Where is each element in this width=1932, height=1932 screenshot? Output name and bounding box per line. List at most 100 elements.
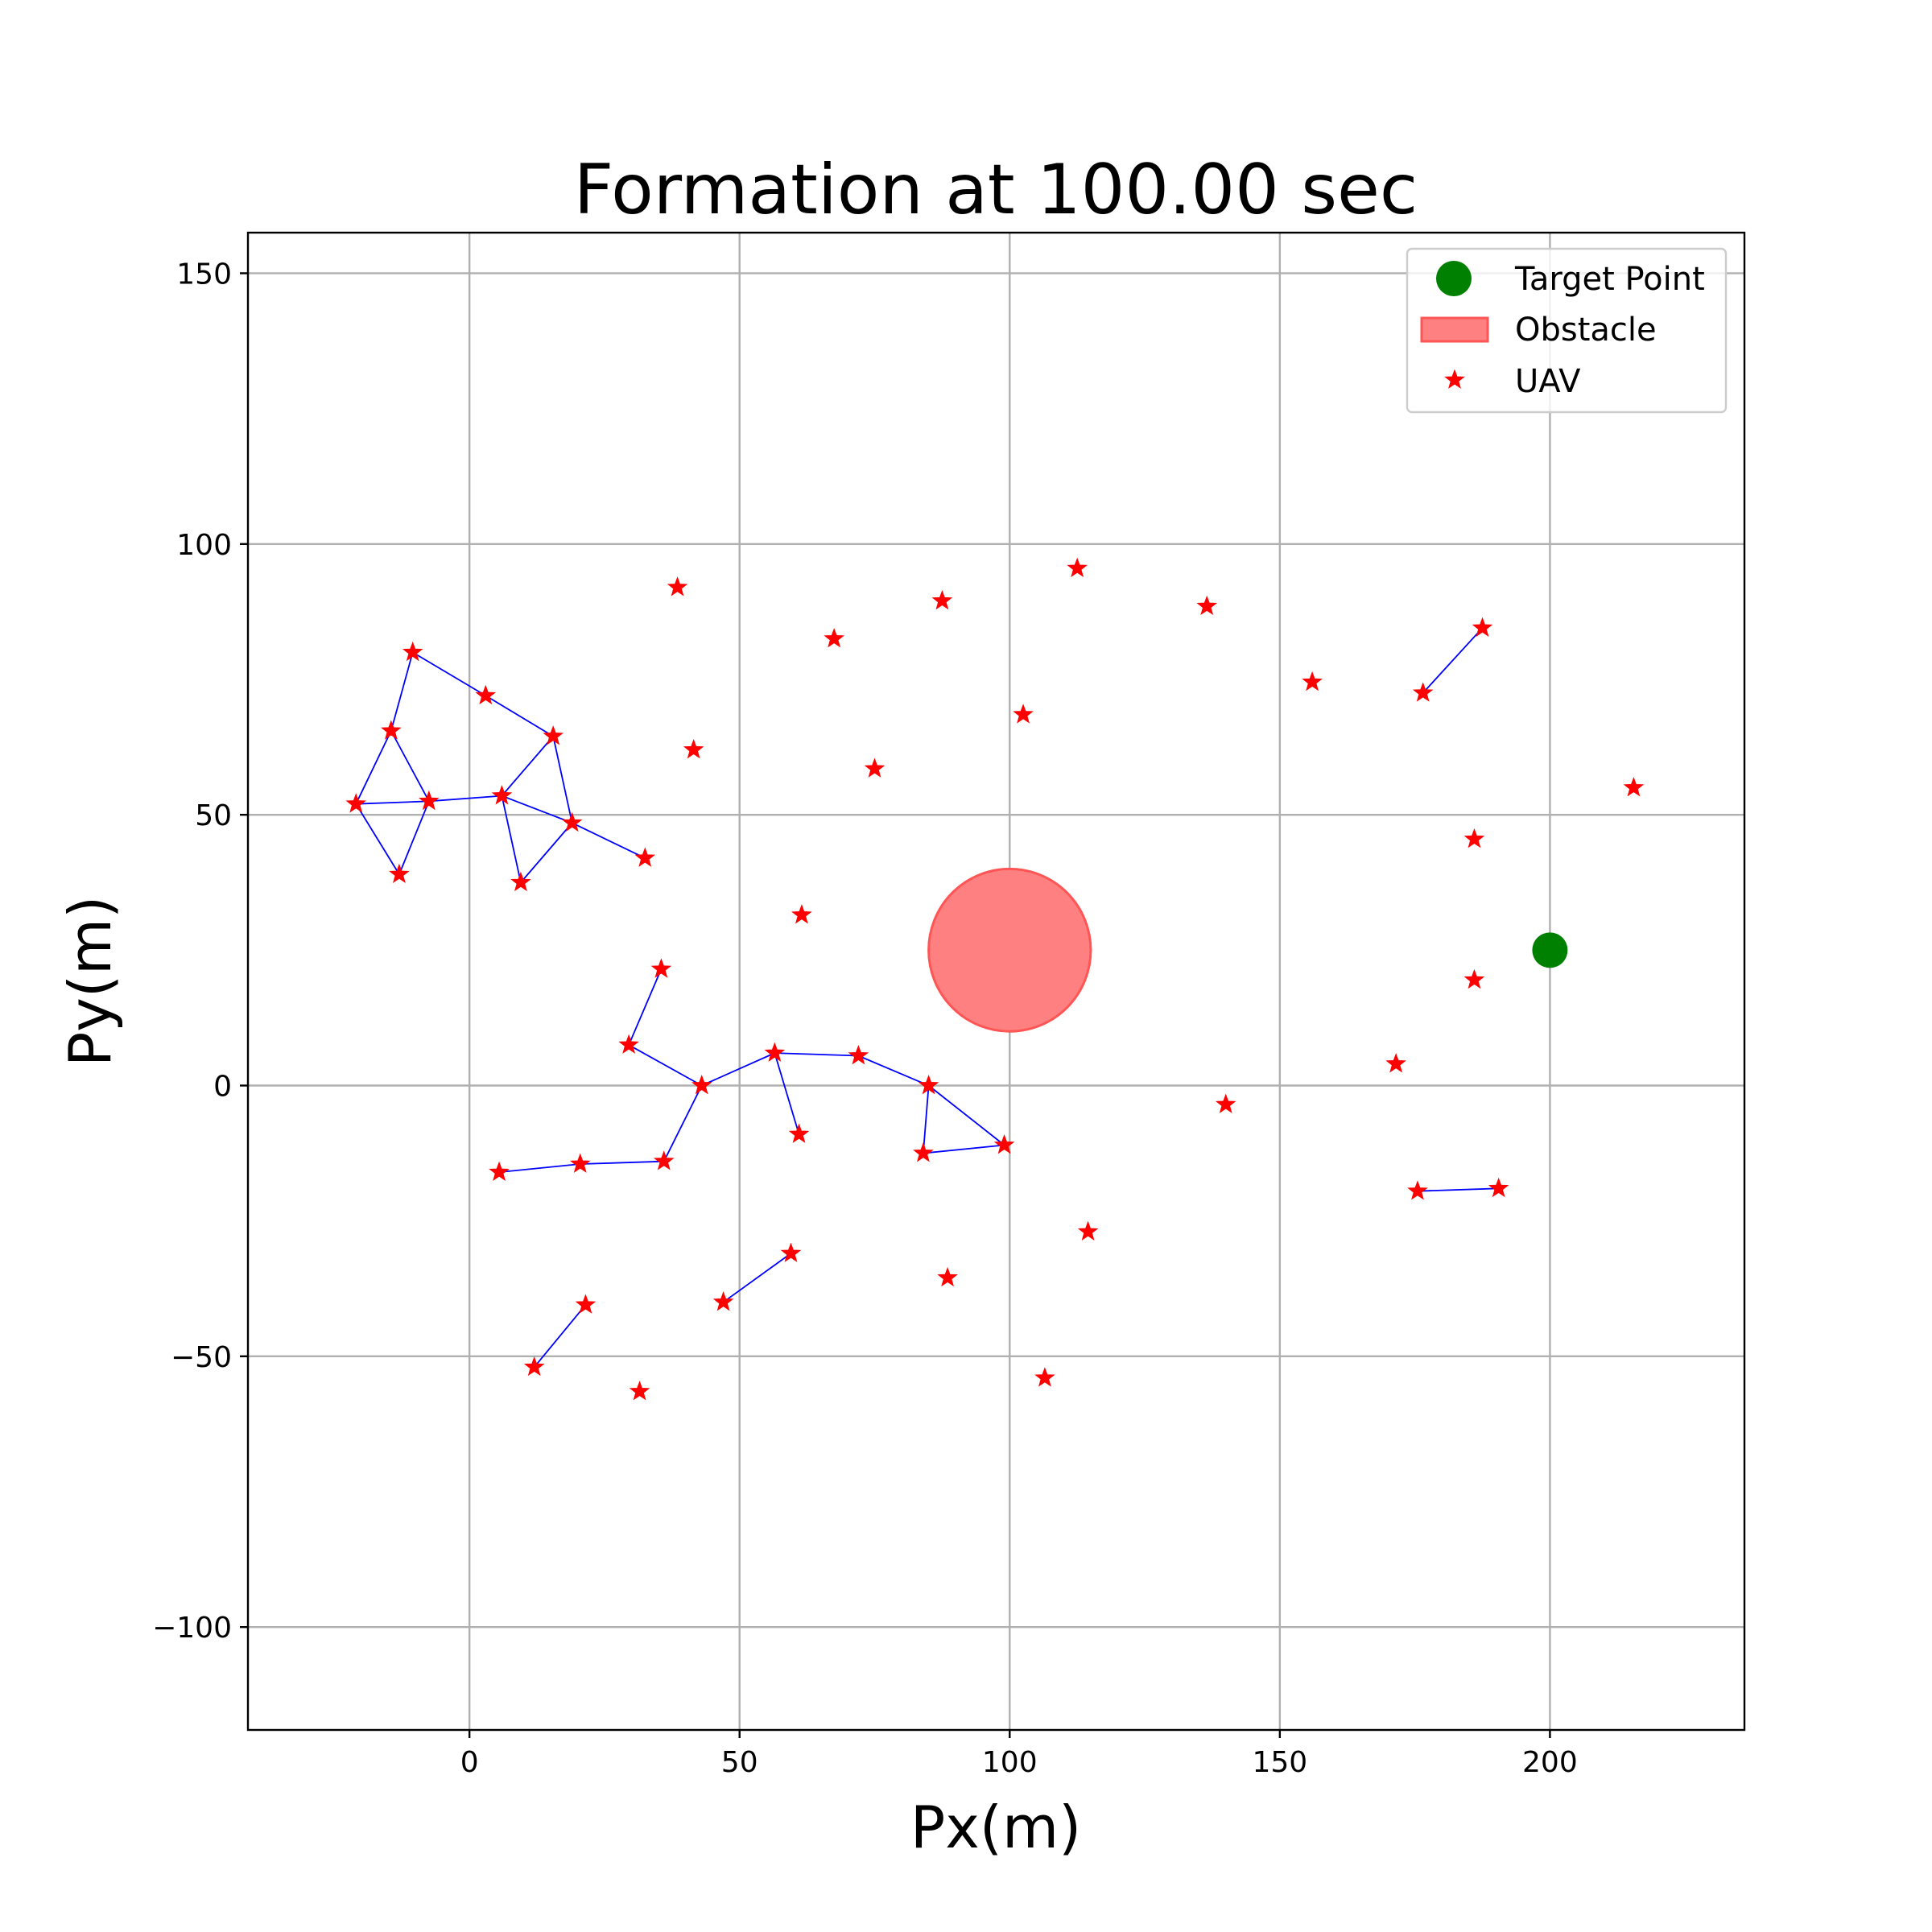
uav-marker (913, 1142, 934, 1162)
formation-link (485, 695, 554, 737)
uav-marker (1488, 1177, 1509, 1198)
formation-link (774, 1052, 859, 1057)
formation-link (398, 800, 430, 875)
x-tick-label: 150 (1252, 1746, 1307, 1779)
uav-marker (1623, 777, 1645, 797)
uav-marker (1077, 1220, 1099, 1241)
target-layer (1532, 932, 1568, 968)
uav-marker (650, 958, 672, 978)
uav-marker (1472, 617, 1493, 637)
y-tick-label: −100 (152, 1612, 232, 1645)
formation-link (390, 652, 414, 732)
uav-marker (691, 1075, 712, 1095)
target-point-marker (1532, 932, 1568, 968)
legend-uav-marker (1444, 369, 1465, 389)
formation-link (923, 1085, 930, 1154)
formation-link (355, 730, 392, 805)
uav-marker (791, 904, 812, 924)
uav-marker (1407, 1180, 1428, 1200)
formation-link (928, 1084, 1005, 1146)
uav-marker (1463, 828, 1485, 848)
formation-link (723, 1253, 792, 1303)
uav-marker (618, 1034, 639, 1054)
uav-marker (918, 1075, 939, 1095)
uav-markers (345, 557, 1645, 1401)
uav-marker (864, 758, 886, 778)
uav-marker (653, 1150, 675, 1170)
x-tick-label: 100 (982, 1746, 1038, 1779)
formation-link (501, 795, 522, 883)
uav-marker (667, 576, 688, 597)
formation-link (701, 1052, 775, 1087)
formation-link (1417, 1187, 1499, 1192)
uav-marker (510, 871, 531, 892)
obstacle-circle (927, 867, 1092, 1033)
formation-link (552, 736, 573, 824)
formation-link (498, 1163, 580, 1174)
legend-target-label: Target Point (1514, 261, 1705, 298)
y-tick-label: 150 (176, 258, 232, 291)
legend-obstacle-label: Obstacle (1515, 312, 1657, 349)
obstacle-layer (927, 867, 1092, 1033)
uav-marker (1385, 1053, 1406, 1073)
formation-link (628, 968, 663, 1046)
uav-marker (345, 793, 367, 813)
uav-marker (848, 1045, 869, 1065)
uav-marker (683, 738, 704, 759)
uav-marker (712, 1291, 734, 1311)
formation-link (628, 1044, 703, 1087)
uav-marker (489, 1161, 510, 1181)
x-tick-label: 0 (460, 1746, 479, 1779)
uav-marker (475, 684, 497, 705)
legend-target-marker (1436, 261, 1472, 296)
formation-link (356, 800, 429, 805)
uav-marker (523, 1356, 545, 1377)
uav-marker (569, 1153, 591, 1173)
legend-box (1406, 247, 1728, 414)
formation-link (355, 803, 400, 875)
uav-marker (1412, 682, 1434, 702)
formation-link (412, 651, 486, 696)
uav-marker (824, 628, 844, 648)
uav-marker (993, 1134, 1015, 1154)
legend-obstacle-patch (1420, 316, 1489, 343)
formation-link (1422, 627, 1484, 694)
legend: Target Point Obstacle UAV (1406, 247, 1728, 414)
uav-marker (937, 1266, 958, 1287)
plot-frame (246, 231, 1746, 1732)
uav-marker (931, 589, 953, 610)
uav-marker (543, 725, 564, 745)
formation-link (923, 1144, 1005, 1154)
formation-link (858, 1055, 929, 1087)
uav-marker (1215, 1093, 1236, 1113)
uav-marker (1302, 671, 1323, 691)
formation-links (355, 627, 1499, 1368)
y-axis-title: Py(m) (56, 896, 124, 1067)
uav-marker (1463, 968, 1485, 989)
formation-link (502, 795, 572, 824)
uav-marker (561, 811, 583, 832)
uav-marker (1013, 704, 1034, 724)
uav-marker (491, 785, 513, 805)
y-tick-label: 100 (176, 529, 232, 562)
formation-link (774, 1052, 800, 1135)
uav-marker (764, 1042, 786, 1063)
formation-link (520, 822, 573, 883)
formation-link (533, 1304, 587, 1368)
uav-marker (389, 863, 410, 884)
formation-link (390, 730, 430, 802)
uav-marker (1196, 595, 1218, 616)
x-tick-label: 50 (721, 1746, 758, 1779)
legend-uav-label: UAV (1515, 363, 1581, 400)
formation-link (580, 1160, 664, 1165)
uav-marker (419, 790, 440, 811)
x-axis-title: Px(m) (910, 1794, 1081, 1861)
uav-marker (402, 641, 423, 662)
uav-marker (780, 1242, 802, 1262)
uav-marker (629, 1381, 650, 1401)
uav-marker (381, 720, 402, 740)
formation-link (663, 1085, 703, 1162)
y-tick-label: 50 (195, 799, 232, 832)
axis-ticks: 0 50 100 150 200 −100 −50 0 50 100 150 (152, 258, 1578, 1779)
